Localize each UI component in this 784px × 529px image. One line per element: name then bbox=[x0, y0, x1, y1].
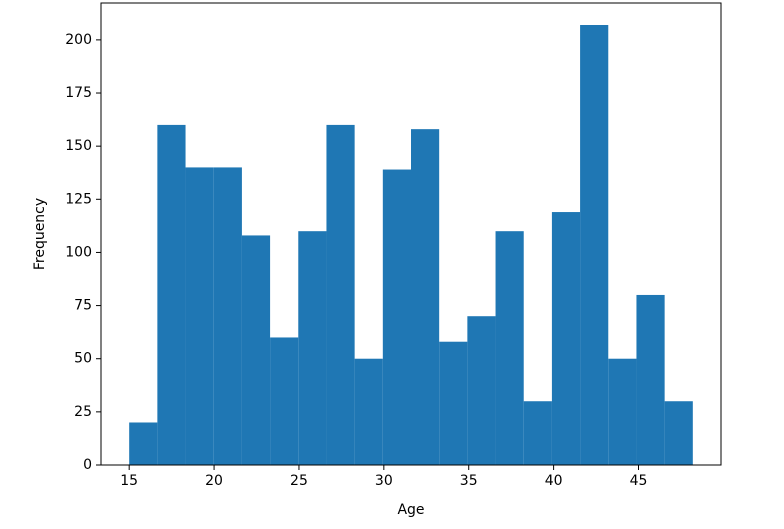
bar bbox=[411, 129, 440, 465]
x-tick-label: 40 bbox=[545, 473, 563, 489]
bar bbox=[213, 167, 242, 465]
bar bbox=[439, 341, 468, 465]
bar bbox=[270, 337, 299, 465]
y-tick-label: 150 bbox=[65, 138, 92, 154]
bar bbox=[326, 124, 355, 465]
y-axis-label: Frequency bbox=[32, 198, 48, 270]
y-tick-label: 75 bbox=[74, 298, 92, 314]
bar bbox=[354, 358, 383, 465]
bar bbox=[495, 231, 524, 465]
x-tick-label: 45 bbox=[630, 473, 648, 489]
y-tick-label: 50 bbox=[74, 351, 92, 367]
x-axis-label: Age bbox=[397, 502, 424, 518]
y-tick-label: 0 bbox=[83, 457, 92, 473]
bar bbox=[551, 212, 581, 465]
x-tick-label: 30 bbox=[375, 473, 393, 489]
bar bbox=[523, 401, 552, 465]
bar bbox=[580, 25, 609, 465]
bar bbox=[608, 358, 637, 465]
x-tick-label: 35 bbox=[460, 473, 478, 489]
bar bbox=[298, 231, 327, 465]
x-tick-label: 20 bbox=[205, 473, 223, 489]
bar bbox=[467, 316, 496, 465]
y-tick-label: 125 bbox=[65, 191, 92, 207]
bar bbox=[185, 167, 214, 465]
bar bbox=[636, 294, 665, 465]
bar bbox=[157, 124, 186, 465]
bar bbox=[664, 401, 693, 465]
y-tick-label: 100 bbox=[65, 244, 92, 260]
y-tick-label: 175 bbox=[65, 85, 92, 101]
x-tick-label: 25 bbox=[290, 473, 308, 489]
plot-frame bbox=[100, 2, 722, 466]
y-tick-label: 200 bbox=[65, 32, 92, 48]
bar bbox=[129, 422, 158, 465]
x-tick-label: 15 bbox=[120, 473, 138, 489]
y-tick-label: 25 bbox=[74, 404, 92, 420]
bar bbox=[382, 169, 411, 465]
bar bbox=[241, 235, 271, 465]
